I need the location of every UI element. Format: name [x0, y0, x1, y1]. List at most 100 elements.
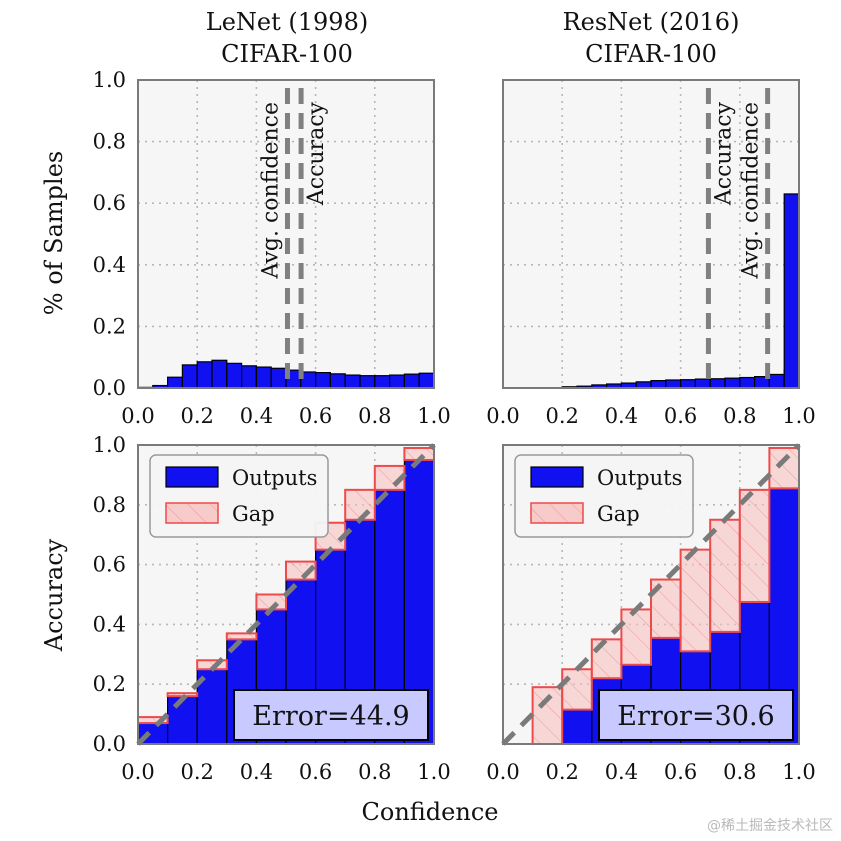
x-tick-label: 0.0 [486, 404, 519, 428]
gap-hatch [256, 594, 286, 610]
output-bar [561, 709, 593, 745]
histogram-bar [403, 373, 420, 389]
figure-xlabel: Confidence [362, 798, 499, 826]
legend: Outputs Gap [514, 454, 694, 538]
x-tick-label: 1.0 [417, 404, 450, 428]
x-tick-label: 0.6 [299, 404, 332, 428]
x-tick-label: 1.0 [782, 404, 815, 428]
x-tick-label: 0.6 [664, 404, 697, 428]
histogram-bar [389, 374, 406, 389]
x-tick-label: 0.8 [723, 760, 756, 784]
error-box [233, 689, 429, 741]
y-tick-label: 0.2 [93, 672, 126, 696]
legend-swatch-gap-hatch [166, 503, 218, 523]
gap-hatch [680, 549, 711, 652]
lenet-histogram-panel: 0.0 0.2 0.4 0.6 0.8 1.0 0.0 0.2 0.4 0.6 0.8 1.0 Avg.… [93, 68, 451, 428]
histogram-bar [694, 378, 711, 389]
y-tick-label: 0.2 [93, 314, 126, 338]
gap-hatch [562, 669, 592, 710]
histogram-bar [329, 373, 346, 389]
gap-hatch [621, 609, 651, 665]
lenet-title-line-1: LeNet (1998) [206, 8, 368, 36]
watermark: @稀土掘金技术社区 [707, 818, 833, 834]
error-label: Error=44.9 [252, 701, 409, 732]
x-tick-label: 1.0 [782, 760, 815, 784]
y-tick-label: 0.6 [93, 553, 126, 577]
histogram-bar [270, 367, 287, 389]
histogram-bar [709, 378, 726, 389]
legend-swatch-gap-hatch [531, 503, 583, 523]
legend-label-outputs: Outputs [232, 466, 317, 490]
legend-label-gap: Gap [597, 502, 640, 526]
histogram-bar [724, 377, 741, 389]
y-tick-label: 1.0 [93, 433, 126, 457]
histogram-bar [374, 375, 391, 389]
gap-hatch [226, 633, 257, 640]
legend-label-gap: Gap [232, 502, 275, 526]
plot-frame [502, 444, 800, 745]
gap-hatch [769, 447, 799, 489]
histogram-bar [739, 376, 756, 389]
error-box [598, 689, 794, 741]
plot-frame [137, 444, 435, 745]
histogram-bar [783, 193, 800, 389]
histogram-bar [241, 365, 258, 389]
x-tick-label: 0.6 [664, 760, 697, 784]
x-tick-label: 1.0 [417, 760, 450, 784]
histogram-bar [679, 379, 696, 389]
reference-line-label: Accuracy [711, 101, 736, 206]
reference-line-label: Avg. confidence [739, 102, 764, 280]
x-tick-label: 0.6 [299, 760, 332, 784]
y-tick-label: 0.8 [93, 493, 126, 517]
gap-hatch [138, 717, 168, 724]
x-tick-label: 0.4 [605, 404, 638, 428]
resnet-reliability-panel: 0.0 0.2 0.4 0.6 0.8 1.0 Outputs Gap Error=30.6 [486, 443, 816, 784]
y-tick-label: 0.8 [93, 130, 126, 154]
error-label: Error=30.6 [617, 701, 774, 732]
y-tick-label: 0.4 [93, 612, 126, 636]
gap-hatch [591, 639, 622, 679]
x-tick-label: 0.4 [240, 760, 273, 784]
x-tick-label: 0.0 [121, 404, 154, 428]
x-tick-label: 0.2 [545, 760, 578, 784]
histogram-bar [650, 380, 667, 389]
plot-area [503, 80, 799, 388]
y-tick-label: 0.6 [93, 191, 126, 215]
resnet-histogram-panel: 0.0 0.2 0.4 0.6 0.8 1.0 Accuracy Avg. confidenc… [486, 79, 816, 428]
lenet-reliability-panel: 0.0 0.2 0.4 0.6 0.8 1.0 0.0 0.2 0.4 0.6 0.8 1.0 Outp… [93, 433, 451, 784]
x-tick-label: 0.0 [121, 760, 154, 784]
x-tick-label: 0.4 [240, 404, 273, 428]
perfect-calibration-line [501, 443, 801, 746]
x-tick-label: 0.2 [180, 760, 213, 784]
reliability-ylabel: Accuracy [40, 538, 68, 652]
legend-swatch-outputs [530, 466, 584, 488]
histogram-bar [167, 376, 184, 389]
gap-hatch [739, 489, 770, 602]
legend-label-outputs: Outputs [597, 466, 682, 490]
histogram-bar [359, 375, 376, 389]
plot-frame [502, 79, 800, 389]
histogram-bar [196, 361, 213, 389]
x-tick-label: 0.8 [723, 404, 756, 428]
x-tick-label: 0.0 [486, 760, 519, 784]
legend: Outputs Gap [149, 454, 329, 538]
lenet-title-line-2: CIFAR-100 [221, 40, 353, 68]
histogram-bar [344, 374, 361, 389]
plot-area [138, 80, 434, 388]
x-tick-label: 0.2 [545, 404, 578, 428]
x-tick-label: 0.2 [180, 404, 213, 428]
reference-line-label: Avg. confidence [258, 102, 283, 280]
y-tick-label: 1.0 [93, 68, 126, 92]
y-tick-label: 0.4 [93, 253, 126, 277]
y-tick-label: 0.0 [93, 376, 126, 400]
gap-hatch [345, 489, 375, 520]
x-tick-label: 0.4 [605, 760, 638, 784]
histogram-bar [181, 364, 198, 389]
histogram-bar [226, 362, 243, 389]
gap-hatch [167, 693, 198, 697]
resnet-title-line-1: ResNet (2016) [563, 8, 740, 36]
plot-frame [137, 79, 435, 389]
y-tick-label: 0.0 [93, 732, 126, 756]
x-tick-label: 0.8 [358, 760, 391, 784]
